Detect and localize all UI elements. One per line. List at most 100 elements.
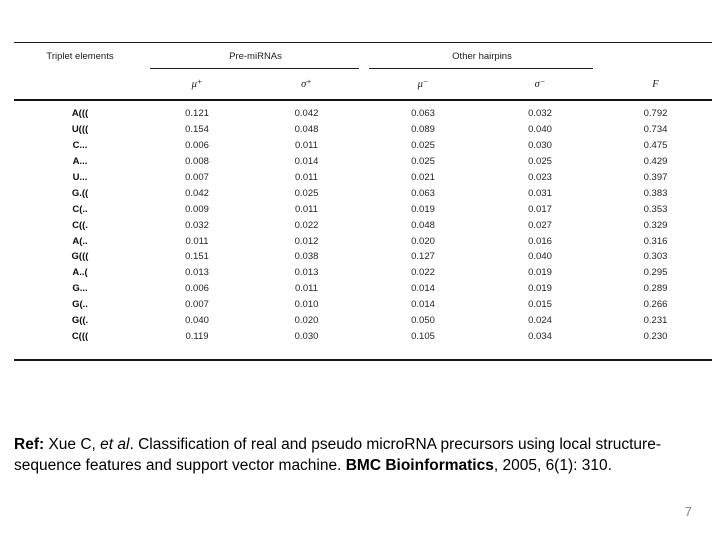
table-cell-sigma-minus: 0.015 [528,299,552,311]
table-row: G(.. 0.007 0.010 0.014 0.015 0.266 [14,297,712,313]
triplet-label: U... [72,172,88,183]
table-cell-f: 0.475 [643,140,668,152]
table-cell-f: 0.353 [643,203,668,215]
citation-tail: , 2005, 6(1): 310. [493,457,612,474]
table-cell-sigma-minus: 0.032 [528,108,552,120]
table-cell-sigma-plus: 0.013 [294,267,319,279]
table-cell-mu-plus: 0.006 [185,283,209,295]
table-row: C... 0.006 0.011 0.025 0.030 0.475 [14,138,712,154]
citation-title: . Classification of real and pseudo micr… [14,435,661,475]
table-cell-sigma-minus: 0.019 [528,283,552,295]
triplet-label: G((. [71,315,89,327]
col-header-empty [599,43,712,70]
table-cell-mu-plus: 0.040 [185,315,209,327]
table-row: G((. 0.040 0.020 0.050 0.024 0.231 [14,313,712,329]
table-cell-mu-plus: 0.008 [185,156,209,168]
table-row: C((( 0.119 0.030 0.105 0.034 0.230 [14,328,712,360]
col-group-pre-mirnas-label: Pre-miRNAs [229,50,282,62]
table-cell-sigma-minus: 0.027 [528,219,552,231]
table-cell-sigma-minus: 0.016 [528,235,552,247]
table-cell-sigma-plus: 0.025 [294,187,319,199]
table-row: A... 0.008 0.014 0.025 0.025 0.429 [14,154,712,170]
table-cell-mu-minus: 0.020 [411,235,435,247]
col-group-pre-mirnas: Pre-miRNAs [146,43,365,69]
citation-journal: BMC Bioinformatics [345,457,494,474]
table-row: C(.. 0.009 0.011 0.019 0.017 0.353 [14,201,712,217]
group-underline [369,68,594,69]
table-cell-sigma-plus: 0.020 [294,315,319,327]
table-cell-f: 0.266 [643,299,668,311]
table-cell-f: 0.316 [643,235,668,247]
table-cell-mu-plus: 0.009 [185,203,209,215]
table-cell-mu-minus: 0.050 [411,315,435,327]
table-cell-mu-minus: 0.014 [411,299,435,311]
table-row: A((( 0.121 0.042 0.063 0.032 0.792 [14,100,712,122]
table-cell-sigma-minus: 0.034 [528,330,552,342]
table-cell-sigma-minus: 0.040 [528,251,552,263]
table-cell-mu-minus: 0.063 [411,187,435,199]
table-cell-mu-minus: 0.021 [411,172,435,183]
table-row: G.(( 0.042 0.025 0.063 0.031 0.383 [14,185,712,201]
table-cell-sigma-minus: 0.030 [528,140,552,152]
table-cell-sigma-minus: 0.017 [528,203,552,215]
table-cell-mu-plus: 0.007 [185,172,209,183]
table-row: A(.. 0.011 0.012 0.020 0.016 0.316 [14,233,712,249]
table-cell-f: 0.397 [643,172,668,183]
table-cell-mu-plus: 0.119 [185,330,209,342]
table-cell-sigma-minus: 0.019 [528,267,552,279]
table-cell-mu-plus: 0.042 [185,187,209,199]
col-group-other-hairpins: Other hairpins [365,43,599,69]
sub-header-mu-plus: μ⁺ [146,69,248,101]
table-cell-mu-plus: 0.013 [185,267,209,279]
table-cell-sigma-plus: 0.030 [294,330,319,342]
table-group-header-row: Triplet elements Pre-miRNAs Other hairpi… [14,43,712,70]
table-cell-mu-minus: 0.127 [411,251,435,263]
table-sub-header-row: μ⁺ σ⁺ μ⁻ σ⁻ F [14,69,713,101]
citation-authors: Xue C, [44,435,101,453]
triplet-label: G((( [71,251,89,263]
table-cell-mu-plus: 0.154 [185,124,209,136]
table-cell-mu-minus: 0.025 [411,140,435,152]
citation-et-al: et al [100,435,130,453]
triplet-label: G(.. [72,299,88,311]
table-cell-mu-minus: 0.019 [411,203,435,215]
table-row: U((( 0.154 0.048 0.089 0.040 0.734 [14,122,712,138]
table-row: A..( 0.013 0.013 0.022 0.019 0.295 [14,265,712,281]
triplet-label: A..( [72,267,88,279]
stats-table: Triplet elements Pre-miRNAs Other hairpi… [14,42,713,362]
table-cell-f: 0.329 [643,219,668,231]
reference-citation: Ref: Xue C, et al. Classification of rea… [14,434,672,477]
table-cell-f: 0.792 [643,108,668,120]
table-cell-mu-minus: 0.105 [411,330,435,342]
table-cell-mu-minus: 0.025 [411,156,435,168]
table-cell-f: 0.231 [643,315,668,327]
table-cell-sigma-plus: 0.011 [294,283,319,295]
table-cell-sigma-plus: 0.011 [294,203,319,215]
table-cell-sigma-minus: 0.024 [528,315,552,327]
table-cell-sigma-plus: 0.048 [294,124,319,136]
sub-header-sigma-minus: σ⁻ [481,69,600,101]
table-cell-f: 0.303 [643,251,668,263]
triplet-label: C((. [72,219,88,231]
table-cell-sigma-plus: 0.011 [294,172,319,183]
table-cell-sigma-plus: 0.010 [294,299,319,311]
table-cell-mu-minus: 0.089 [411,124,435,136]
sub-header-empty [14,69,146,101]
table-cell-f: 0.383 [643,187,668,199]
table-row: G... 0.006 0.011 0.014 0.019 0.289 [14,281,712,297]
table-cell-f: 0.230 [643,330,668,342]
table-cell-sigma-plus: 0.022 [294,219,319,231]
triplet-label: C((( [71,330,89,342]
triplet-label: A(.. [72,235,88,247]
table-cell-f: 0.289 [643,283,668,295]
table-cell-f: 0.295 [643,267,668,279]
sub-header-mu-minus: μ⁻ [365,69,481,101]
table-cell-mu-plus: 0.032 [185,219,209,231]
table-cell-mu-minus: 0.048 [411,219,435,231]
ref-label: Ref: [14,435,45,453]
table-cell-sigma-plus: 0.012 [294,235,319,247]
table-cell-f: 0.734 [643,124,668,136]
table-cell-sigma-plus: 0.014 [294,156,319,168]
sub-header-sigma-plus: σ⁺ [248,69,365,101]
